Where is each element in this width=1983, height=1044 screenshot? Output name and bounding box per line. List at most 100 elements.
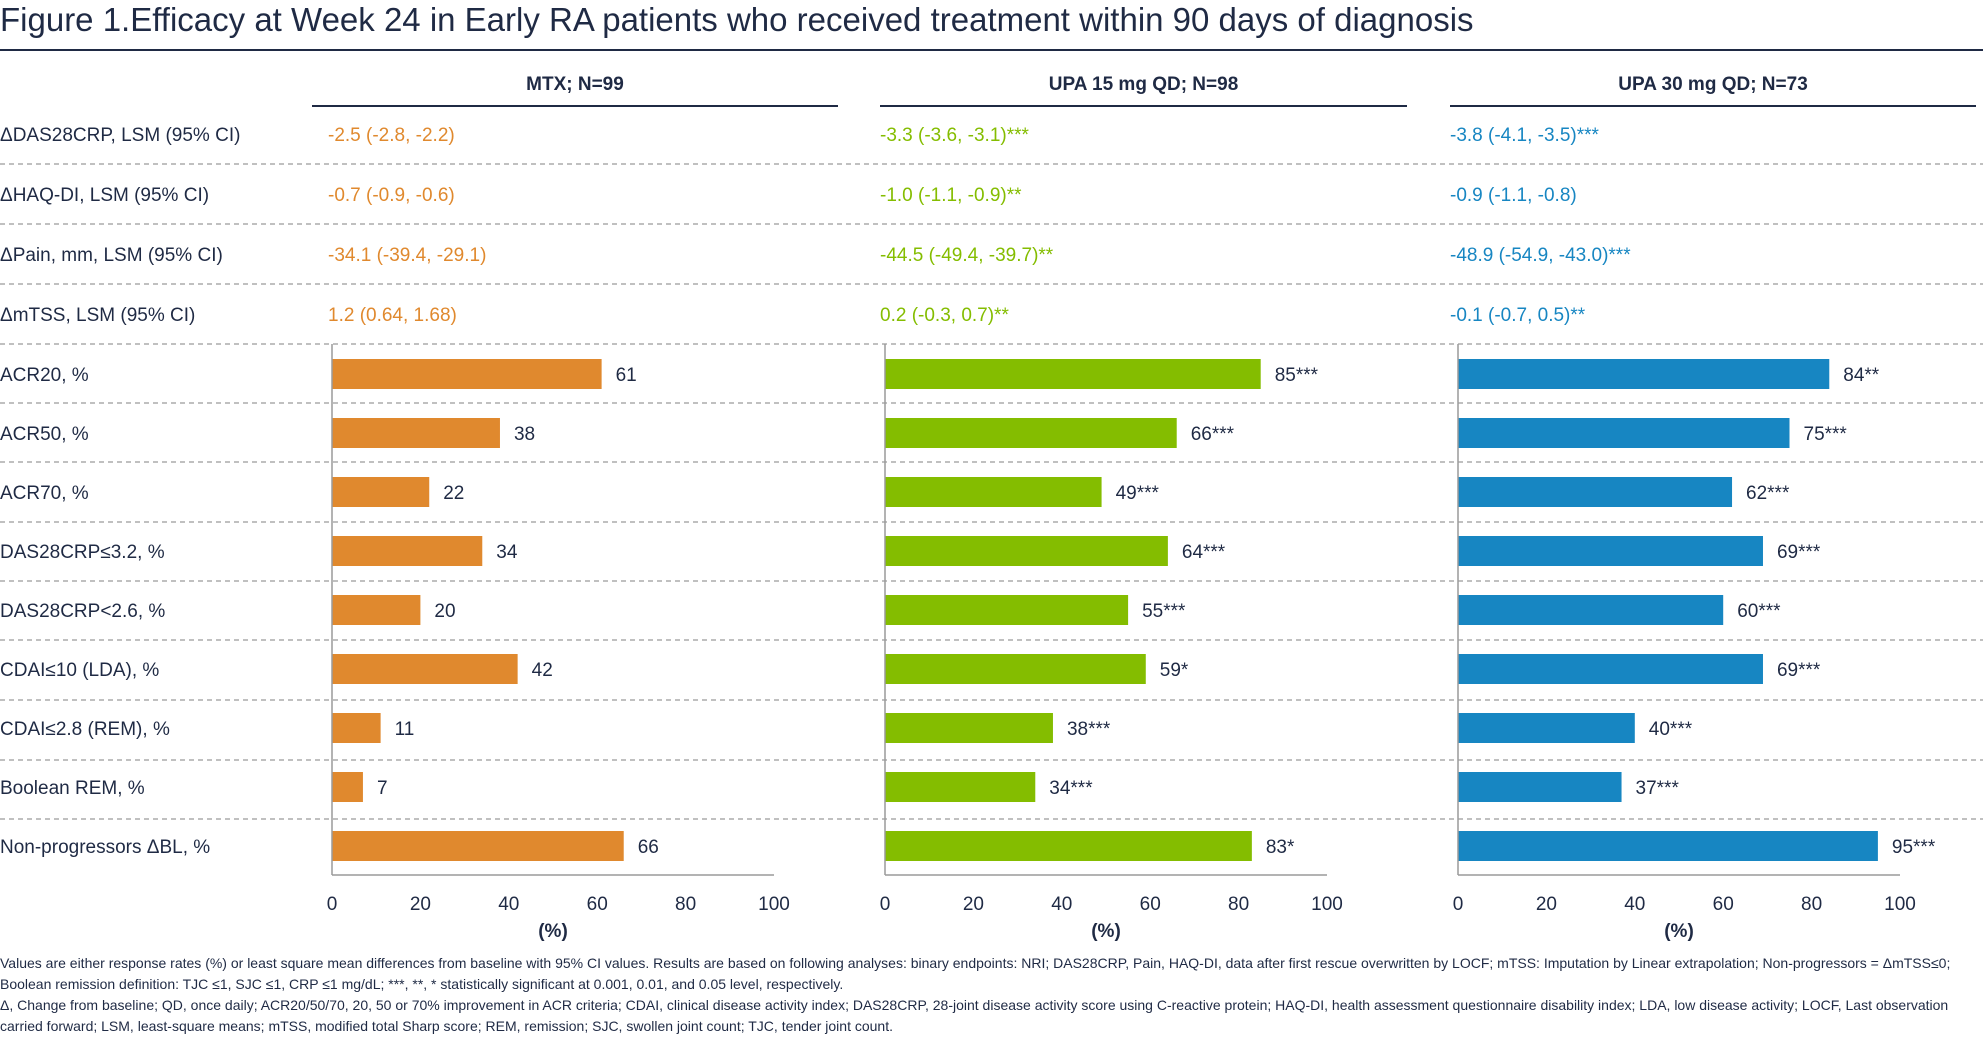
- row-label: Non-progressors ΔBL, %: [0, 837, 210, 858]
- x-axis-label: (%): [1664, 921, 1694, 942]
- bar-value-label: 66: [638, 837, 659, 858]
- bar: [885, 477, 1102, 507]
- x-tick-label: 20: [963, 894, 984, 915]
- bar-value-label: 75***: [1804, 424, 1848, 445]
- row-label: ΔPain, mm, LSM (95% CI): [0, 245, 223, 266]
- bar: [332, 654, 518, 684]
- bar: [885, 654, 1146, 684]
- bar: [332, 536, 483, 566]
- bar: [1458, 713, 1635, 743]
- bar: [885, 713, 1053, 743]
- bar: [885, 418, 1177, 448]
- x-tick-label: 80: [1801, 894, 1822, 915]
- continuous-value: -0.1 (-0.7, 0.5)**: [1450, 305, 1586, 326]
- continuous-value: -0.7 (-0.9, -0.6): [328, 185, 455, 206]
- x-tick-label: 40: [498, 894, 519, 915]
- row-label: ΔmTSS, LSM (95% CI): [0, 305, 195, 326]
- bar: [332, 477, 430, 507]
- continuous-value: -44.5 (-49.4, -39.7)**: [880, 245, 1054, 266]
- bar: [332, 713, 381, 743]
- bar-value-label: 40***: [1649, 719, 1693, 740]
- bar: [1458, 536, 1763, 566]
- x-tick-label: 100: [1884, 894, 1916, 915]
- continuous-value: -2.5 (-2.8, -2.2): [328, 125, 455, 146]
- figure-title: Figure 1.Efficacy at Week 24 in Early RA…: [0, 1, 1474, 38]
- bar-value-label: 69***: [1777, 542, 1821, 563]
- row-label: CDAI≤10 (LDA), %: [0, 660, 159, 681]
- bar: [332, 418, 500, 448]
- bar: [885, 536, 1168, 566]
- bar: [1458, 477, 1733, 507]
- bar-value-label: 42: [532, 660, 553, 681]
- bar: [1458, 772, 1622, 802]
- bar: [1458, 831, 1878, 861]
- bar: [885, 772, 1036, 802]
- bar-value-label: 34: [496, 542, 518, 563]
- x-tick-label: 40: [1051, 894, 1072, 915]
- bar-value-label: 95***: [1892, 837, 1936, 858]
- bar: [332, 359, 602, 389]
- continuous-value: -0.9 (-1.1, -0.8): [1450, 185, 1577, 206]
- continuous-value: 0.2 (-0.3, 0.7)**: [880, 305, 1009, 326]
- efficacy-chart: MTX; N=99 UPA 15 mg QD; N=98 UPA 30 mg QD;…: [0, 74, 1983, 942]
- x-tick-label: 0: [1453, 894, 1464, 915]
- x-axis-label: (%): [1091, 921, 1121, 942]
- x-tick-label: 80: [675, 894, 696, 915]
- panel-header: UPA 15 mg QD; N=98: [1049, 74, 1239, 95]
- bar: [1458, 418, 1790, 448]
- row-label: DAS28CRP<2.6, %: [0, 601, 165, 622]
- x-tick-label: 100: [758, 894, 790, 915]
- bar-value-label: 55***: [1142, 601, 1186, 622]
- bar-value-label: 49***: [1116, 483, 1160, 504]
- x-tick-label: 60: [1140, 894, 1161, 915]
- continuous-value: -48.9 (-54.9, -43.0)***: [1450, 245, 1631, 266]
- x-tick-label: 0: [327, 894, 338, 915]
- continuous-value: -3.8 (-4.1, -3.5)***: [1450, 125, 1599, 146]
- bar: [1458, 359, 1830, 389]
- bar-value-label: 66***: [1191, 424, 1235, 445]
- x-tick-label: 40: [1624, 894, 1645, 915]
- bar-value-label: 7: [377, 778, 388, 799]
- bar-value-label: 64***: [1182, 542, 1226, 563]
- bar: [332, 772, 363, 802]
- bar: [332, 595, 421, 625]
- x-tick-label: 80: [1228, 894, 1249, 915]
- x-tick-label: 20: [1536, 894, 1557, 915]
- bar: [1458, 595, 1724, 625]
- continuous-value: -34.1 (-39.4, -29.1): [328, 245, 486, 266]
- bar-value-label: 34***: [1049, 778, 1093, 799]
- bar-value-label: 85***: [1275, 365, 1319, 386]
- title-divider: [0, 49, 1983, 51]
- bar-value-label: 59*: [1160, 660, 1189, 681]
- bar-value-label: 61: [616, 365, 637, 386]
- bar-value-label: 38: [514, 424, 535, 445]
- row-label: ACR20, %: [0, 365, 89, 386]
- bar-value-label: 37***: [1636, 778, 1680, 799]
- bar-value-label: 62***: [1746, 483, 1790, 504]
- bar-value-label: 83*: [1266, 837, 1295, 858]
- continuous-value: -3.3 (-3.6, -3.1)***: [880, 125, 1029, 146]
- bar: [332, 831, 624, 861]
- bar-value-label: 69***: [1777, 660, 1821, 681]
- footnote-abbreviations: Δ, Change from baseline; QD, once daily;…: [0, 997, 1949, 1034]
- bar: [885, 595, 1129, 625]
- bar-value-label: 11: [395, 719, 415, 740]
- bar-value-label: 38***: [1067, 719, 1111, 740]
- panel-header: MTX; N=99: [526, 74, 624, 95]
- row-label: Boolean REM, %: [0, 778, 145, 799]
- x-tick-label: 100: [1311, 894, 1343, 915]
- bar: [1458, 654, 1763, 684]
- row-label: ΔDAS28CRP, LSM (95% CI): [0, 125, 240, 146]
- footnotes: Values are either response rates (%) or …: [0, 953, 1975, 1037]
- x-tick-label: 60: [1713, 894, 1734, 915]
- row-label: ACR50, %: [0, 424, 89, 445]
- row-label: CDAI≤2.8 (REM), %: [0, 719, 170, 740]
- continuous-value: -1.0 (-1.1, -0.9)**: [880, 185, 1022, 206]
- footnote-methods: Values are either response rates (%) or …: [0, 955, 1951, 992]
- bar: [885, 831, 1252, 861]
- row-label: ACR70, %: [0, 483, 89, 504]
- continuous-value: 1.2 (0.64, 1.68): [328, 305, 457, 326]
- row-label: DAS28CRP≤3.2, %: [0, 542, 165, 563]
- bar: [885, 359, 1261, 389]
- bar-value-label: 22: [443, 483, 464, 504]
